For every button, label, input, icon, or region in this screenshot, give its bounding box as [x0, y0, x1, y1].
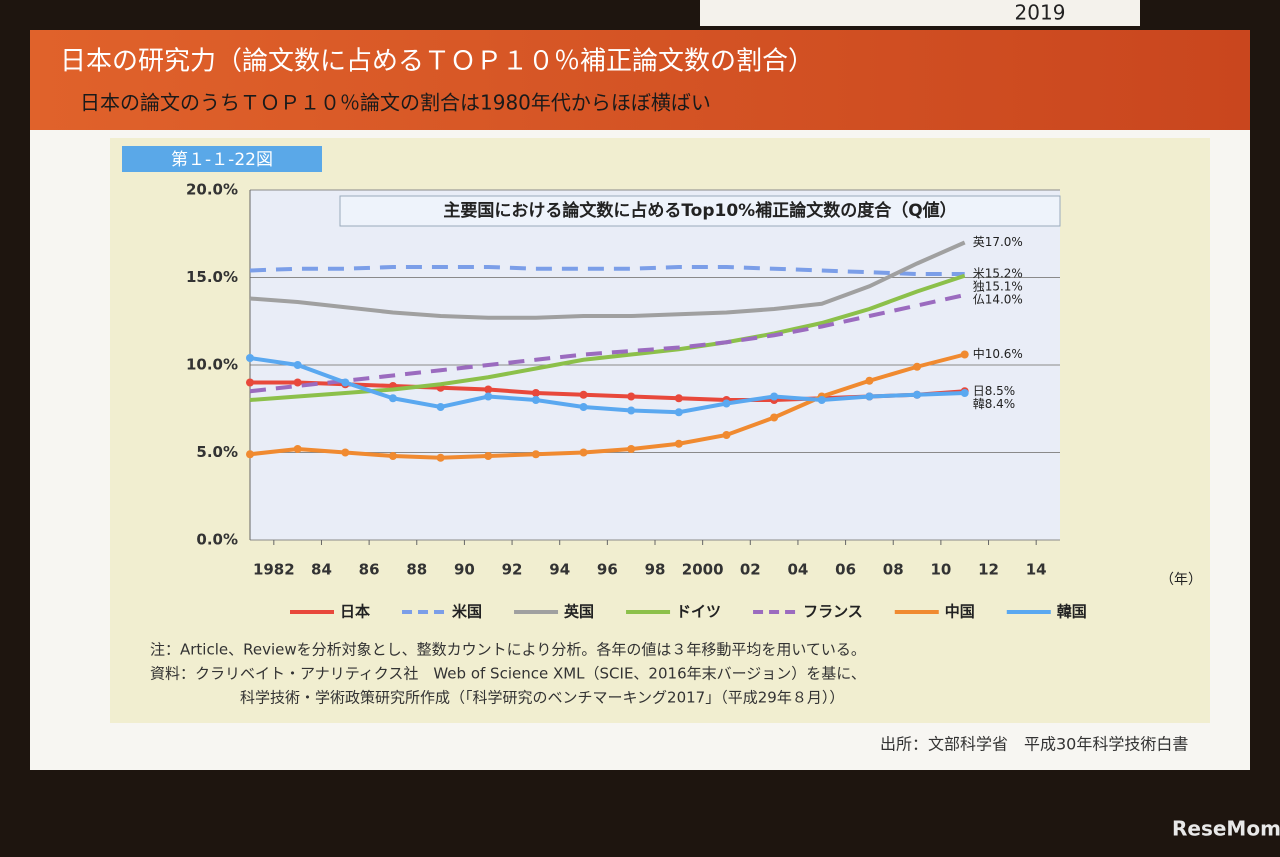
point-marker	[484, 392, 493, 401]
x-tick-label: 92	[502, 561, 523, 579]
series-line	[249, 240, 966, 320]
end-label: 独15.1%	[973, 280, 1023, 294]
end-label: 英17.0%	[973, 235, 1023, 249]
y-tick-label: 5.0%	[196, 443, 238, 461]
note: 科学技術・学術政策研究所作成（「科学研究のベンチマーキング2017」（平成29年…	[240, 689, 844, 707]
point-marker	[770, 413, 779, 422]
note: 資料：クラリベイト・アナリティクス社 Web of Science XML（SC…	[150, 665, 866, 683]
point-marker	[674, 439, 683, 448]
point-marker	[484, 452, 493, 460]
series-line	[249, 265, 965, 276]
point-marker	[865, 392, 874, 401]
point-marker	[770, 392, 779, 401]
x-tick-label: 84	[311, 561, 332, 579]
x-tick-label: 10	[930, 561, 951, 579]
point-marker	[722, 431, 731, 439]
legend-label: 米国	[452, 603, 482, 621]
point-marker	[436, 403, 445, 411]
point-marker	[436, 453, 445, 462]
x-tick-label: 90	[454, 561, 475, 579]
point-marker	[960, 350, 969, 359]
x-tick-label: 2000	[682, 561, 724, 579]
x-tick-label: 96	[597, 561, 618, 579]
x-tick-label: 88	[406, 561, 427, 579]
point-marker	[913, 362, 922, 371]
point-marker	[246, 354, 254, 362]
x-tick-label: 02	[740, 561, 761, 579]
point-marker	[341, 378, 350, 387]
chart-title-box	[339, 195, 1061, 227]
slide-subtitle: 日本の論文のうちＴＯＰ１０％論文の割合は1980年代からほぼ横ばい	[80, 91, 711, 115]
point-marker	[627, 392, 636, 401]
banner-text: 2019	[1015, 1, 1066, 25]
point-marker	[674, 408, 683, 417]
slide-title: 日本の研究力（論文数に占めるＴＯＰ１０％補正論文数の割合）	[60, 47, 814, 77]
y-tick-label: 0.0%	[196, 531, 238, 549]
x-tick-label: 08	[883, 561, 904, 579]
point-marker	[627, 445, 636, 453]
legend-label: フランス	[803, 603, 863, 621]
end-label: 中10.6%	[973, 346, 1023, 361]
y-tick-label: 20.0%	[186, 181, 238, 199]
x-tick-label: 94	[549, 561, 570, 579]
x-tick-label: 86	[359, 561, 380, 579]
legend-label: 中国	[945, 603, 975, 621]
point-marker	[579, 403, 588, 411]
point-marker	[627, 406, 636, 415]
figure-tag: 第１-１-22図	[171, 150, 273, 170]
x-tick-label: 98	[645, 561, 666, 579]
chart-title: 主要国における論文数に占めるTop10%補正論文数の度合（Q値）	[443, 200, 956, 221]
x-unit: （年）	[1160, 572, 1202, 588]
legend-label: ドイツ	[676, 603, 721, 621]
header-band	[30, 30, 1250, 130]
point-marker	[960, 389, 969, 397]
point-marker	[579, 448, 588, 457]
watermark: ReseMom	[1172, 817, 1280, 841]
end-label: 米15.2%	[973, 267, 1023, 281]
point-marker	[722, 399, 731, 408]
point-marker	[293, 445, 302, 453]
point-marker	[293, 361, 302, 369]
end-label: 日8.5%	[973, 384, 1016, 398]
note: 注：Article、Reviewを分析対象とし、整数カウントにより分析。各年の値…	[150, 641, 866, 659]
point-marker	[531, 396, 540, 404]
legend-label: 英国	[564, 603, 594, 621]
point-marker	[817, 396, 826, 404]
point-marker	[246, 450, 254, 459]
legend-label: 韓国	[1057, 603, 1087, 621]
point-marker	[865, 376, 874, 385]
x-tick-label: 04	[788, 561, 809, 579]
point-marker	[293, 378, 302, 387]
end-label: 韓8.4%	[973, 397, 1016, 411]
series-line	[249, 293, 966, 394]
x-tick-label: 12	[978, 561, 999, 579]
end-label: 仏14.0%	[973, 293, 1023, 307]
point-marker	[531, 450, 540, 459]
point-marker	[913, 390, 922, 399]
point-marker	[388, 394, 397, 403]
source: 出所：文部科学省 平成30年科学技術白書	[880, 735, 1188, 754]
y-tick-label: 10.0%	[186, 356, 238, 374]
point-marker	[484, 385, 493, 394]
point-marker	[531, 389, 540, 397]
figure-tag-box	[122, 146, 322, 172]
point-marker	[579, 390, 588, 399]
x-tick-label: 06	[835, 561, 856, 579]
point-marker	[341, 448, 350, 457]
series-line	[249, 352, 966, 460]
y-tick-label: 15.0%	[186, 268, 238, 286]
series-line	[249, 356, 965, 415]
legend-label: 日本	[340, 603, 370, 621]
x-tick-label: 1982	[253, 561, 295, 579]
point-marker	[674, 394, 683, 403]
point-marker	[246, 378, 254, 387]
banner	[700, 0, 1140, 26]
point-marker	[388, 452, 397, 460]
x-tick-label: 14	[1026, 561, 1047, 579]
